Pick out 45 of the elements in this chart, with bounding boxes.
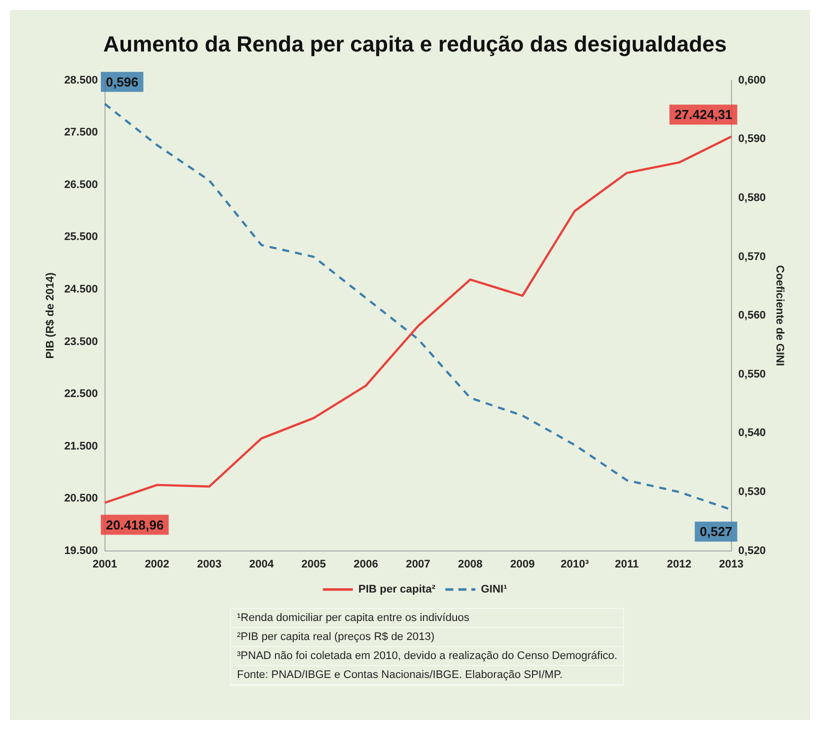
x-tick-label: 2009 <box>510 558 535 570</box>
legend-label: GINI¹ <box>480 584 508 596</box>
y2-tick-label: 0,590 <box>738 133 766 146</box>
y2-axis-title: Coeficiente de GINI <box>773 265 786 366</box>
y-tick-label: 28.500 <box>64 74 98 86</box>
y-axis-title: PIB (R$ de 2014) <box>44 272 57 359</box>
source-note: Fonte: PNAD/IBGE e Contas Nacionais/IBGE. Elaboração SPI/MP. <box>231 666 624 685</box>
data-label: 27.424,31 <box>674 107 732 122</box>
x-tick-label: 2002 <box>144 558 170 570</box>
y2-tick-label: 0,600 <box>738 74 766 86</box>
y-tick-label: 19.500 <box>64 544 98 557</box>
x-tick-label: 2005 <box>301 558 326 570</box>
y-tick-label: 25.500 <box>64 231 98 244</box>
x-tick-label: 2013 <box>719 558 744 570</box>
y-tick-label: 26.500 <box>64 178 98 191</box>
x-tick-label: 2012 <box>666 558 692 570</box>
y2-tick-label: 0,570 <box>738 250 766 263</box>
x-tick-label: 2007 <box>406 558 430 570</box>
x-tick-label: 2004 <box>249 558 275 570</box>
y-tick-label: 27.500 <box>64 126 98 139</box>
y-tick-label: 22.500 <box>64 388 98 400</box>
chart-title: Aumento da Renda per capita e redução das desigualdades <box>103 31 727 56</box>
text: ³PNAD não foi coletada em 2010, devido a realização do Censo Demográfico. <box>231 647 624 666</box>
x-tick-label: 2011 <box>614 558 639 570</box>
y2-tick-label: 0,530 <box>738 486 766 498</box>
y2-tick-label: 0,550 <box>738 368 766 380</box>
y2-tick-label: 0,580 <box>738 192 766 204</box>
x-tick-label: 2001 <box>92 558 118 570</box>
y-tick-label: 24.500 <box>64 284 98 296</box>
legend-label: PIB per capita² <box>358 584 436 596</box>
y-tick-label: 20.500 <box>64 492 98 505</box>
x-tick-label: 2010³ <box>560 558 590 570</box>
data-label: 20.418,96 <box>106 517 164 532</box>
y2-tick-label: 0,540 <box>738 427 766 440</box>
data-label: 0,596 <box>106 74 138 90</box>
data-label: 0,527 <box>700 524 732 540</box>
x-tick-label: 2006 <box>354 558 378 570</box>
y2-tick-label: 0,560 <box>738 310 766 322</box>
x-tick-label: 2003 <box>197 558 222 570</box>
x-tick-label: 2008 <box>458 558 483 570</box>
y2-tick-label: 0,520 <box>738 544 766 557</box>
y-tick-label: 21.500 <box>64 440 98 452</box>
y-tick-label: 23.500 <box>64 336 98 348</box>
text: ²PIB per capita real (preços R$ de 2013) <box>231 628 624 647</box>
text: ¹Renda domiciliar per capita entre os indivíduos <box>231 609 624 628</box>
